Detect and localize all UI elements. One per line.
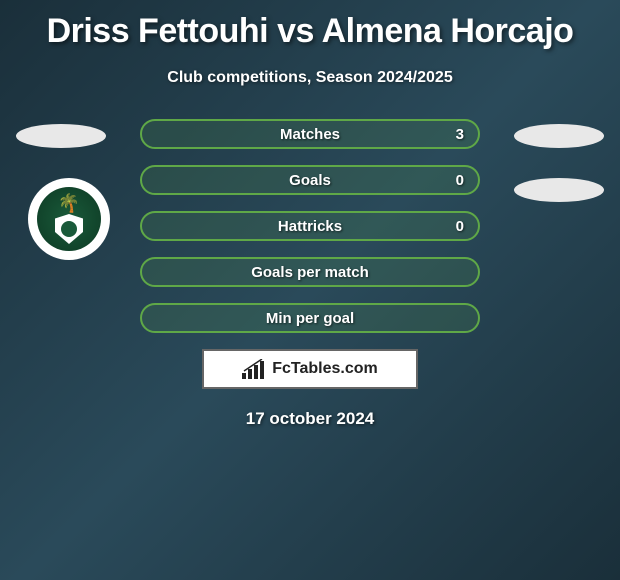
footer-brand-box: FcTables.com (202, 349, 418, 389)
stat-value: 0 (456, 172, 464, 189)
stats-container: Matches 3 Goals 0 Hattricks 0 Goals per … (140, 119, 480, 333)
stat-label: Matches (280, 126, 340, 143)
placeholder-oval-left (16, 124, 106, 148)
stat-label: Goals (289, 172, 331, 189)
palm-icon: 🌴 (58, 194, 80, 212)
stat-label: Hattricks (278, 218, 342, 235)
stat-label: Goals per match (251, 264, 369, 281)
chart-icon (242, 359, 266, 379)
stat-value: 0 (456, 218, 464, 235)
club-badge: 🌴 (28, 178, 110, 260)
date-text: 17 october 2024 (0, 409, 620, 429)
footer-brand-text: FcTables.com (272, 360, 378, 378)
stat-value: 3 (456, 126, 464, 143)
stat-row-goals: Goals 0 (140, 165, 480, 195)
placeholder-oval-right-2 (514, 178, 604, 202)
subtitle: Club competitions, Season 2024/2025 (0, 69, 620, 87)
placeholder-oval-right-1 (514, 124, 604, 148)
stat-label: Min per goal (266, 310, 354, 327)
stat-row-hattricks: Hattricks 0 (140, 211, 480, 241)
shield-icon (55, 214, 83, 244)
page-title: Driss Fettouhi vs Almena Horcajo (0, 0, 620, 51)
stat-row-goals-per-match: Goals per match (140, 257, 480, 287)
stat-row-min-per-goal: Min per goal (140, 303, 480, 333)
stat-row-matches: Matches 3 (140, 119, 480, 149)
club-badge-inner: 🌴 (37, 187, 101, 251)
